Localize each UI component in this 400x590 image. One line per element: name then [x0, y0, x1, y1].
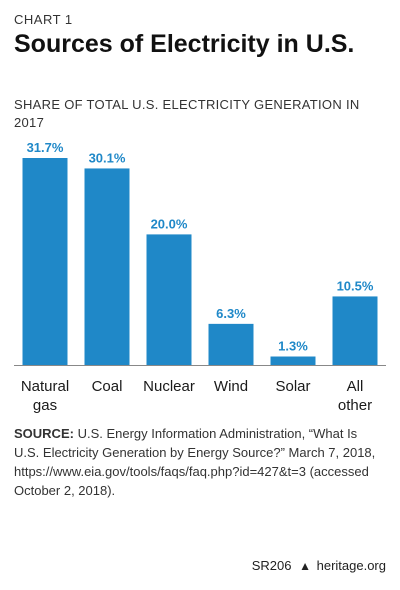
- bar: [146, 234, 192, 365]
- liberty-bell-icon: ▲: [299, 559, 311, 573]
- category-label: Coal: [92, 378, 123, 395]
- chart-title: Sources of Electricity in U.S.: [14, 30, 355, 58]
- bar-chart: 31.7% Natural gas 30.1% Coal 20.0% Nuclear 6.3%…: [14, 140, 386, 414]
- bar: [84, 168, 130, 365]
- data-label: 1.3%: [278, 339, 308, 354]
- site-link[interactable]: heritage.org: [316, 558, 386, 573]
- report-code: SR206: [251, 558, 292, 573]
- category-label: All: [347, 378, 364, 395]
- footer: SR206 ▲ heritage.org: [252, 558, 386, 573]
- chart-number: CHART 1: [14, 12, 73, 27]
- category-label: Natural: [21, 378, 69, 395]
- data-label: 30.1%: [89, 150, 126, 165]
- category-label: Nuclear: [143, 378, 195, 395]
- bar: [22, 158, 68, 365]
- bar: [208, 323, 254, 365]
- source-note: SOURCE: U.S. Energy Information Administ…: [14, 424, 386, 500]
- category-label: other: [338, 397, 372, 414]
- bar: [332, 296, 378, 365]
- bar: [270, 356, 316, 365]
- data-label: 6.3%: [216, 306, 246, 321]
- data-label: 10.5%: [337, 278, 374, 293]
- category-label: gas: [33, 397, 57, 414]
- source-label: SOURCE:: [14, 426, 74, 441]
- source-text: U.S. Energy Information Administration, …: [14, 426, 376, 498]
- data-label: 31.7%: [27, 140, 64, 155]
- chart-subtitle: SHARE OF TOTAL U.S. ELECTRICITY GENERATI…: [14, 97, 360, 130]
- category-label: Solar: [275, 378, 310, 395]
- data-label: 20.0%: [151, 216, 188, 231]
- category-label: Wind: [214, 378, 248, 395]
